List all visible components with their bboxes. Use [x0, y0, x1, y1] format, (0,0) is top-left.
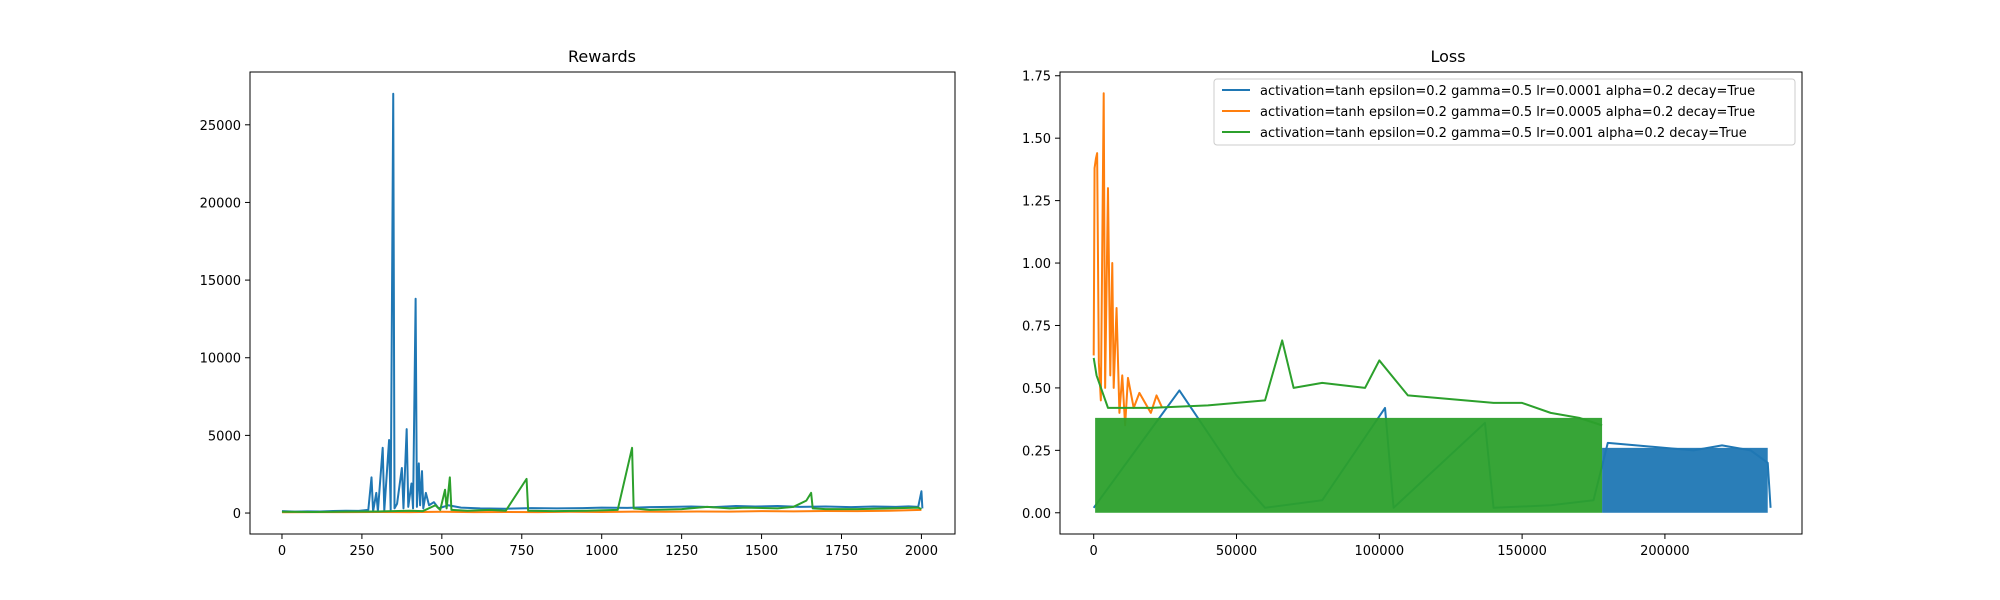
loss-xtick-label: 100000 — [1354, 544, 1404, 559]
rewards-ticks: 0 250 500 750 1000 1250 1500 1750 20000500010000… — [200, 119, 938, 559]
rewards-ytick-label: 15000 — [200, 274, 241, 289]
loss-axes: Loss 0 50000 100000 150000 200000 0.00 0.25 0.5… — [1022, 47, 1803, 559]
loss-axes-frame — [1059, 71, 1803, 535]
rewards-ytick-label: 5000 — [208, 429, 241, 444]
loss-title: Loss — [1430, 47, 1465, 66]
rewards-ytick-label: 20000 — [200, 196, 241, 211]
loss-series-2-line — [1092, 92, 1164, 427]
rewards-xtick-label: 1000 — [585, 544, 618, 559]
loss-ytick-label: 1.00 — [1022, 257, 1051, 272]
rewards-series-1-line — [281, 92, 924, 513]
legend-label-series-1: activation=tanh epsilon=0.2 gamma=0.5 lr… — [1260, 84, 1755, 99]
rewards-plot-area — [281, 92, 924, 514]
loss-ytick-label: 0.50 — [1022, 382, 1051, 397]
rewards-xtick-label: 0 — [278, 544, 286, 559]
loss-xtick-label: 0 — [1090, 544, 1098, 559]
rewards-xtick-label: 1750 — [825, 544, 858, 559]
legend-label-series-3: activation=tanh epsilon=0.2 gamma=0.5 lr… — [1260, 126, 1747, 141]
rewards-xtick-label: 750 — [509, 544, 534, 559]
rewards-axes: Rewards 0 250 500 750 1000 1250 1500 1750 200005… — [200, 47, 956, 559]
rewards-series-3-line — [281, 446, 922, 513]
rewards-xtick-label: 250 — [349, 544, 374, 559]
rewards-xtick-label: 2000 — [905, 544, 938, 559]
loss-ticks: 0 50000 100000 150000 200000 0.00 0.25 0.50 0.75… — [1022, 70, 1690, 559]
rewards-title: Rewards — [568, 47, 636, 66]
loss-ytick-label: 0.00 — [1022, 507, 1051, 522]
rewards-ytick-label: 0 — [233, 507, 241, 522]
loss-xtick-label: 200000 — [1640, 544, 1690, 559]
loss-legend: activation=tanh epsilon=0.2 gamma=0.5 lr… — [1213, 78, 1796, 146]
loss-ytick-label: 1.75 — [1022, 70, 1051, 85]
loss-ytick-label: 0.25 — [1022, 444, 1051, 459]
rewards-ytick-label: 25000 — [200, 119, 241, 134]
legend-label-series-2: activation=tanh epsilon=0.2 gamma=0.5 lr… — [1260, 105, 1755, 120]
loss-ytick-label: 1.25 — [1022, 195, 1051, 210]
loss-series-3-line — [1092, 339, 1603, 427]
legend-box — [1213, 78, 1796, 146]
rewards-xtick-label: 1250 — [665, 544, 698, 559]
loss-ytick-label: 0.75 — [1022, 319, 1051, 334]
rewards-xtick-label: 1500 — [745, 544, 778, 559]
loss-plot-area — [1092, 92, 1772, 513]
loss-series-3-band — [1095, 417, 1603, 513]
loss-series-1-band — [1602, 447, 1768, 513]
loss-ytick-label: 1.50 — [1022, 132, 1051, 147]
rewards-ytick-label: 10000 — [200, 352, 241, 367]
rewards-xtick-label: 500 — [429, 544, 454, 559]
rewards-axes-frame — [249, 71, 956, 535]
loss-xtick-label: 50000 — [1216, 544, 1257, 559]
loss-xtick-label: 150000 — [1497, 544, 1547, 559]
